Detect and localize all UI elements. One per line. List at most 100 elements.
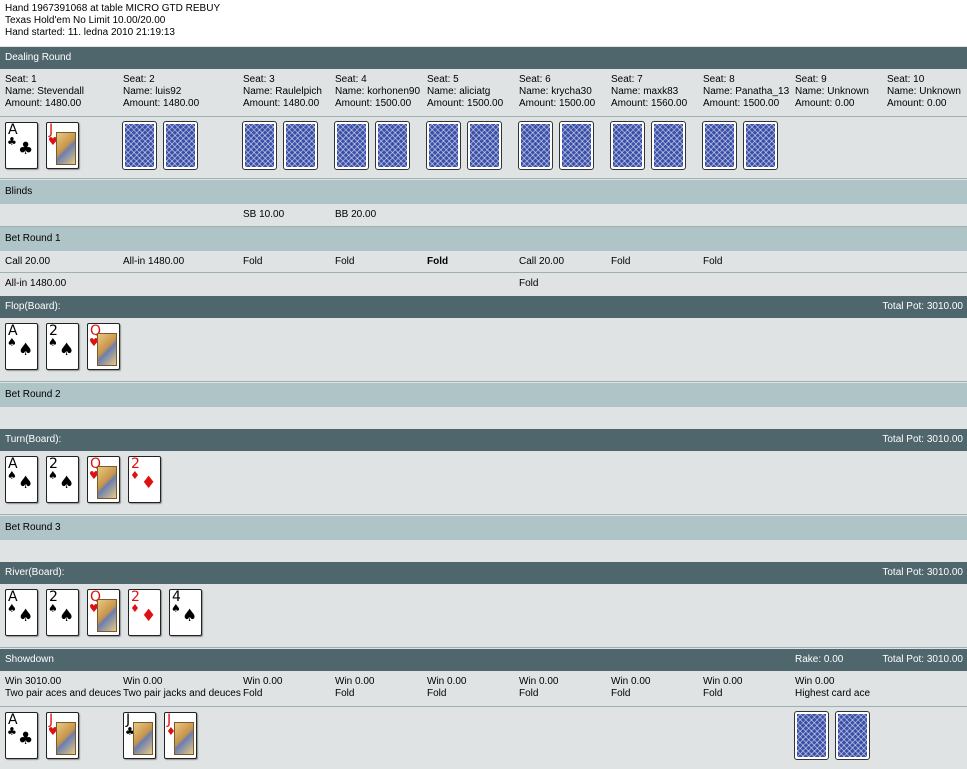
- card-suit-icon: ♠: [48, 469, 58, 482]
- river-cards-row: A ♠ ♠ 2 ♠ ♠ Q ♥ 2 ♦ ♦ 4 ♠ ♠: [0, 584, 967, 648]
- hand-id: Hand 1967391068 at table MICRO GTD REBUY: [5, 3, 221, 14]
- card-rank: J: [167, 712, 172, 728]
- win-amount: Win 0.00: [611, 676, 651, 687]
- seat-amount: Amount: 1500.00: [335, 98, 412, 109]
- card-suit-icon: ♠: [171, 602, 181, 615]
- hand-description: Highest card ace: [795, 688, 871, 699]
- card-center-suit-icon: ♦: [141, 606, 157, 626]
- playing-card: 2 ♠ ♠: [46, 323, 79, 370]
- win-amount: Win 0.00: [123, 676, 163, 687]
- card-face-art: [56, 132, 76, 165]
- card-back: [283, 121, 318, 170]
- card-suit-icon: ♥: [48, 725, 58, 738]
- hand-header: Hand 1967391068 at table MICRO GTD REBUY…: [0, 0, 967, 46]
- card-suit-icon: ♥: [89, 469, 99, 482]
- card-rank: 2: [131, 589, 140, 605]
- seat-amount: Amount: 1560.00: [611, 98, 688, 109]
- seat-name: Name: Stevendall: [5, 86, 84, 97]
- card-center-suit-icon: ♠: [59, 473, 75, 493]
- section-title: Bet Round 2: [5, 389, 61, 400]
- section-flop: Flop(Board): Total Pot: 3010.00: [0, 296, 967, 318]
- seat-seat: Seat: 8: [703, 74, 735, 85]
- section-showdown: Showdown Rake: 0.00 Total Pot: 3010.00: [0, 649, 967, 671]
- action: Fold: [611, 256, 631, 267]
- playing-card: 2 ♦ ♦: [128, 589, 161, 636]
- playing-card: Q ♥: [87, 456, 120, 503]
- seat-seat: Seat: 6: [519, 74, 551, 85]
- card-suit-icon: ♠: [7, 469, 17, 482]
- action: Fold: [427, 256, 449, 267]
- playing-card: A ♠ ♠: [5, 589, 38, 636]
- seat-seat: Seat: 1: [5, 74, 37, 85]
- playing-card: 2 ♠ ♠: [46, 456, 79, 503]
- section-turn: Turn(Board): Total Pot: 3010.00: [0, 429, 967, 451]
- total-pot: Total Pot: 3010.00: [882, 301, 963, 312]
- playing-card: 2 ♦ ♦: [128, 456, 161, 503]
- card-rank: J: [126, 712, 131, 728]
- seat-amount: Amount: 0.00: [795, 98, 855, 109]
- card-back: [518, 121, 553, 170]
- section-bet-round-2: Bet Round 2: [0, 383, 967, 407]
- card-center-suit-icon: ♣: [18, 139, 34, 159]
- card-rank: 2: [49, 323, 58, 339]
- card-rank: 4: [172, 589, 181, 605]
- win-amount: Win 3010.00: [5, 676, 62, 687]
- card-suit-icon: ♣: [7, 135, 17, 148]
- card-back: [559, 121, 594, 170]
- card-back: [743, 121, 778, 170]
- card-suit-icon: ♦: [130, 602, 140, 615]
- action: Fold: [335, 256, 355, 267]
- seat-seat: Seat: 4: [335, 74, 367, 85]
- win-amount: Win 0.00: [335, 676, 375, 687]
- seat-amount: Amount: 1480.00: [123, 98, 200, 109]
- section-dealing: Dealing Round: [0, 47, 967, 69]
- playing-card: J ♥: [46, 122, 79, 169]
- section-title: Bet Round 1: [5, 233, 61, 244]
- playing-card: A ♣ ♣: [5, 122, 38, 169]
- action: All-in 1480.00: [5, 278, 67, 289]
- playing-card: J ♦: [164, 712, 197, 759]
- action: All-in 1480.00: [123, 256, 185, 267]
- bet-round-1-row-1: Call 20.00 All-in 1480.00 Fold Fold Fold Call…: [0, 251, 967, 273]
- card-rank: A: [8, 589, 18, 605]
- card-back: [794, 711, 829, 760]
- card-suit-icon: ♠: [7, 602, 17, 615]
- card-back: [334, 121, 369, 170]
- action: Fold: [243, 256, 263, 267]
- card-back: [375, 121, 410, 170]
- seat-amount: Amount: 1500.00: [703, 98, 780, 109]
- card-rank: J: [49, 122, 54, 138]
- seat-name: Name: Raulelpich: [243, 86, 322, 97]
- action: Call 20.00: [5, 256, 51, 267]
- card-back: [163, 121, 198, 170]
- hand-start-time: Hand started: 11. ledna 2010 21:19:13: [5, 27, 175, 38]
- total-pot: Total Pot: 3010.00: [882, 567, 963, 578]
- seat-seat: Seat: 3: [243, 74, 275, 85]
- section-blinds: Blinds: [0, 180, 967, 204]
- card-back: [610, 121, 645, 170]
- seat-name: Name: Unknown: [795, 86, 869, 97]
- card-suit-icon: ♥: [48, 135, 58, 148]
- flop-cards-row: A ♠ ♠ 2 ♠ ♠ Q ♥: [0, 318, 967, 382]
- card-face-art: [56, 722, 76, 755]
- bet-round-1-row-2: All-in 1480.00 Fold: [0, 273, 967, 295]
- playing-card: A ♠ ♠: [5, 456, 38, 503]
- section-bet-round-1: Bet Round 1: [0, 227, 967, 251]
- card-back: [426, 121, 461, 170]
- card-face-art: [133, 722, 153, 755]
- card-face-art: [97, 333, 117, 366]
- hand-description: Fold: [519, 688, 539, 699]
- card-rank: 2: [131, 456, 140, 472]
- card-back: [242, 121, 277, 170]
- section-river: River(Board): Total Pot: 3010.00: [0, 562, 967, 584]
- section-title: River(Board):: [5, 567, 65, 578]
- card-center-suit-icon: ♠: [18, 473, 34, 493]
- seat-name: Name: krycha30: [519, 86, 592, 97]
- hand-description: Fold: [703, 688, 723, 699]
- total-pot: Total Pot: 3010.00: [882, 654, 963, 665]
- seat-amount: Amount: 1480.00: [5, 98, 82, 109]
- card-suit-icon: ♣: [7, 725, 17, 738]
- card-rank: A: [8, 456, 18, 472]
- card-center-suit-icon: ♠: [59, 606, 75, 626]
- playing-card: 2 ♠ ♠: [46, 589, 79, 636]
